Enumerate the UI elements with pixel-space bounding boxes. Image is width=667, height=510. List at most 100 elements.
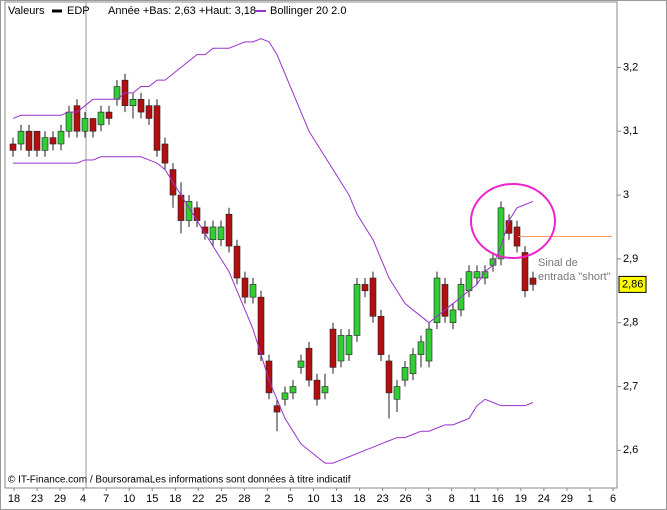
candle-body <box>33 130 41 151</box>
x-tick-label: 18 <box>8 493 20 505</box>
x-tick-label: 8 <box>449 493 455 505</box>
candle-body <box>105 111 113 119</box>
candle-body <box>25 130 33 151</box>
candle-body <box>409 354 417 375</box>
last-price-label: 2,86 <box>622 278 643 290</box>
x-tick-label: 10 <box>123 493 135 505</box>
candle-body <box>425 328 433 362</box>
candle-body <box>337 335 345 362</box>
x-tick-label: 24 <box>538 493 550 505</box>
candle-body <box>441 284 449 317</box>
x-tick-label: 28 <box>238 493 250 505</box>
y-tick-label: 3 <box>623 189 629 201</box>
candle-body <box>385 360 393 394</box>
x-tick-label: 22 <box>192 493 204 505</box>
candle-body <box>345 335 353 355</box>
x-tick-label: 18 <box>169 493 181 505</box>
x-tick-label: 2 <box>264 493 270 505</box>
candle-body <box>289 386 297 394</box>
candle-body <box>249 284 257 298</box>
bollinger-band <box>13 156 534 464</box>
candle-body <box>129 99 137 106</box>
candle-body <box>417 341 425 355</box>
x-tick-label: 15 <box>146 493 158 505</box>
x-tick-label: 11 <box>469 493 480 505</box>
candle-body <box>281 392 289 400</box>
legend-label: Bollinger 20 2.0 <box>270 5 346 17</box>
candle-body <box>321 386 329 394</box>
x-tick-label: 1 <box>587 493 593 505</box>
x-tick-label: 5 <box>287 493 293 505</box>
candle-body <box>193 207 201 221</box>
x-tick-label: 18 <box>353 493 365 505</box>
header-series: EDP <box>67 5 90 17</box>
header-range: Année +Bas: 2,63 +Haut: 3,18 <box>108 5 256 17</box>
x-tick-label: 7 <box>103 493 109 505</box>
x-tick-label: 19 <box>515 493 527 505</box>
candle-body <box>433 277 441 323</box>
x-tick-label: 25 <box>215 493 227 505</box>
candle-body <box>377 316 385 355</box>
y-tick-label: 2,8 <box>623 317 638 329</box>
candle-body <box>473 271 481 279</box>
candle-body <box>137 99 145 113</box>
candle-body <box>449 309 457 323</box>
candle-body <box>233 245 241 279</box>
y-tick-label: 2,9 <box>623 253 638 265</box>
x-tick-label: 6 <box>610 493 616 505</box>
candle-body <box>313 379 321 400</box>
candle-body <box>353 284 361 336</box>
candle-body <box>9 143 17 151</box>
annotation: Sinal de <box>538 257 578 269</box>
footer: © IT-Finance.com / BoursoramaLes informa… <box>8 475 351 486</box>
candle-body <box>217 226 225 241</box>
candle-body <box>329 328 337 368</box>
candle-body <box>401 367 409 381</box>
candle-body <box>393 386 401 400</box>
candle-body <box>17 130 25 145</box>
candle-body <box>81 118 89 132</box>
candle-body <box>225 213 233 247</box>
annotation: entrada "short" <box>538 271 611 283</box>
x-tick-label: 10 <box>307 493 319 505</box>
header-label: Valeurs <box>8 5 45 17</box>
candle-body <box>65 111 73 132</box>
x-tick-label: 4 <box>80 493 86 505</box>
x-tick-label: 3 <box>426 493 432 505</box>
bollinger-band <box>12 38 534 324</box>
candle-body <box>497 207 505 260</box>
last-price-box <box>618 275 647 293</box>
candle-body <box>257 296 265 355</box>
candle-body <box>465 271 473 292</box>
x-tick-label: 13 <box>330 493 342 505</box>
candle-body <box>89 118 97 132</box>
x-tick-label: 29 <box>561 493 573 505</box>
candle-body <box>153 105 161 151</box>
candle-body <box>361 284 369 292</box>
candle-body <box>273 405 281 413</box>
plot-area <box>4 1 618 489</box>
x-tick-label: 26 <box>400 493 412 505</box>
candle-body <box>209 226 217 241</box>
y-tick-label: 2,6 <box>623 444 638 456</box>
x-tick-label: 23 <box>376 493 388 505</box>
candle-body <box>41 137 49 151</box>
x-tick-label: 29 <box>54 493 66 505</box>
candle-body <box>185 201 193 221</box>
x-tick-label: 23 <box>31 493 43 505</box>
candle-body <box>161 143 169 164</box>
candle-body <box>145 105 153 119</box>
candle-body <box>49 137 57 145</box>
candle-body <box>297 360 305 368</box>
candle-body <box>369 277 377 317</box>
candle-body <box>73 105 81 132</box>
y-tick-label: 3,1 <box>623 125 638 137</box>
candle-body <box>521 252 529 292</box>
candle-body <box>529 277 537 285</box>
x-tick-label: 16 <box>492 493 504 505</box>
candle-body <box>57 130 65 145</box>
candle-body <box>97 111 105 126</box>
candle-body <box>241 277 249 298</box>
y-tick-label: 3,2 <box>623 61 638 73</box>
